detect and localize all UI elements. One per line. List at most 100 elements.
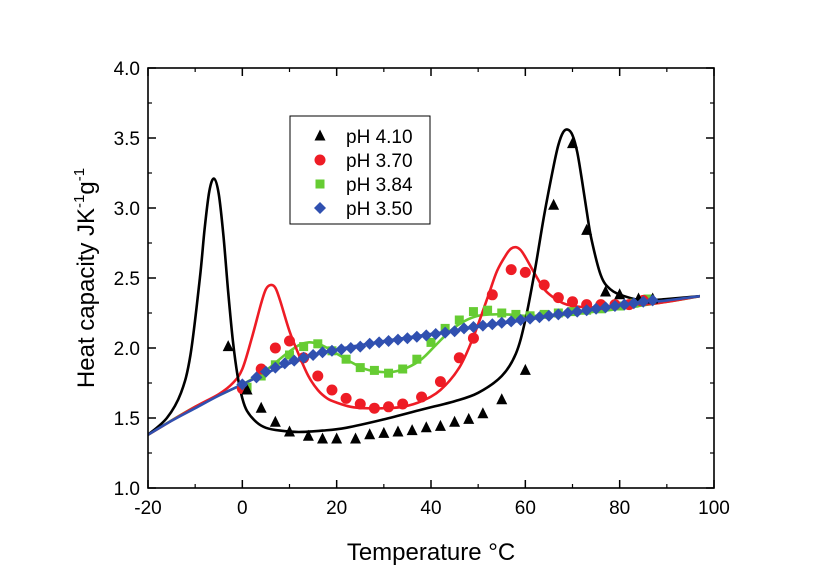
data-point-ph-3-84 (384, 368, 394, 378)
data-point-ph-4-10 (331, 432, 343, 444)
legend-label-ph-3-50: pH 3.50 (346, 199, 413, 220)
fit-curve-ph-3-70 (148, 245, 701, 436)
fit-curve-ph-4-10 (148, 128, 700, 436)
data-point-ph-3-84 (256, 371, 266, 381)
data-point-ph-3-50 (236, 378, 249, 391)
data-point-ph-3-50 (269, 361, 282, 374)
data-point-ph-3-50 (476, 319, 489, 332)
data-point-ph-4-10 (434, 419, 446, 431)
axis-ticks (147, 67, 715, 489)
plot-area-frame (147, 67, 715, 489)
data-point-ph-3-70 (397, 398, 409, 410)
legend-marker-ph-4-10 (314, 129, 326, 141)
data-point-ph-3-50 (410, 330, 423, 343)
data-point-ph-3-50 (514, 314, 527, 326)
data-point-ph-3-50 (571, 305, 584, 318)
data-point-ph-3-50 (316, 346, 329, 359)
legend-box (289, 115, 431, 225)
x-tick-label: 0 (237, 498, 248, 519)
data-point-ph-3-84 (426, 337, 436, 347)
data-point-ph-4-10 (449, 415, 461, 427)
data-point-ph-4-10 (463, 412, 475, 424)
data-point-ph-4-10 (477, 407, 489, 419)
data-point-ph-3-50 (627, 297, 640, 310)
data-point-ph-3-70 (467, 332, 479, 344)
x-tick-label: 80 (609, 498, 630, 519)
data-point-ph-4-10 (614, 288, 626, 300)
data-point-ph-3-50 (307, 349, 320, 361)
data-point-ph-3-50 (486, 318, 499, 331)
data-point-ph-4-10 (600, 285, 612, 297)
data-point-ph-3-70 (340, 392, 352, 404)
data-point-ph-3-50 (467, 321, 480, 333)
x-tick-label: -20 (134, 498, 161, 519)
data-point-ph-4-10 (519, 363, 531, 375)
data-point-ph-3-50 (439, 326, 452, 339)
data-point-ph-3-50 (458, 322, 471, 335)
data-point-ph-3-84 (511, 309, 521, 319)
data-point-ph-3-50 (344, 342, 357, 354)
data-point-ph-3-50 (637, 295, 650, 308)
data-point-ph-3-70 (416, 391, 428, 403)
data-point-ph-3-50 (420, 329, 433, 342)
data-point-ph-3-50 (391, 333, 404, 346)
data-point-ph-3-50 (325, 344, 338, 357)
data-point-ph-3-70 (269, 342, 281, 354)
x-tick-label: 100 (698, 498, 730, 519)
data-point-ph-3-84 (468, 307, 478, 317)
data-point-ph-4-10 (567, 137, 578, 149)
data-point-ph-3-70 (326, 384, 338, 396)
data-point-ph-3-50 (373, 336, 386, 349)
data-point-ph-4-10 (241, 383, 253, 395)
data-point-ph-4-10 (378, 426, 390, 438)
data-point-ph-4-10 (222, 340, 234, 352)
data-point-ph-3-50 (259, 365, 272, 378)
data-point-ph-3-84 (285, 350, 294, 360)
data-point-ph-3-50 (599, 301, 612, 314)
y-tick-label: 1.5 (114, 409, 140, 430)
data-point-ph-4-10 (420, 421, 432, 433)
data-point-ph-3-50 (429, 328, 442, 340)
data-point-ph-3-70 (505, 264, 517, 276)
data-point-ph-3-84 (497, 308, 507, 318)
data-point-ph-3-50 (533, 311, 546, 324)
data-point-ph-3-50 (448, 325, 461, 338)
data-point-ph-3-50 (495, 316, 508, 329)
data-point-ph-3-50 (278, 357, 291, 370)
data-point-ph-3-50 (524, 312, 537, 325)
data-point-ph-4-10 (392, 425, 404, 437)
y-tick-label: 1.0 (114, 479, 140, 500)
data-point-ph-4-10 (548, 198, 560, 210)
data-point-ph-3-70 (312, 370, 324, 382)
y-tick-label: 2.0 (114, 339, 140, 360)
y-axis-label: Heat capacity JK-1g-1 (71, 168, 100, 388)
data-point-ph-4-10 (269, 415, 281, 427)
data-point-ph-3-50 (646, 294, 659, 307)
data-point-ph-4-10 (284, 425, 295, 437)
data-point-ph-3-70 (453, 352, 465, 364)
data-point-ph-3-84 (398, 364, 408, 374)
data-point-ph-4-10 (302, 429, 314, 441)
data-point-ph-3-50 (542, 309, 555, 322)
data-point-ph-3-70 (519, 266, 531, 278)
data-point-ph-3-50 (561, 307, 574, 319)
legend-marker-ph-3-50 (314, 202, 326, 214)
y-tick-label: 2.5 (114, 269, 140, 290)
data-point-ph-3-84 (369, 365, 379, 375)
data-point-ph-3-50 (401, 332, 414, 345)
data-point-ph-3-50 (552, 308, 565, 321)
y-tick-label: 4.0 (114, 59, 140, 80)
data-point-ph-3-70 (552, 292, 564, 304)
data-point-ph-3-70 (486, 289, 498, 301)
data-point-ph-3-50 (297, 351, 310, 364)
x-axis-label: Temperature °C (347, 539, 515, 566)
legend-label-ph-3-84: pH 3.84 (346, 175, 413, 196)
x-tick-label: 20 (326, 498, 347, 519)
data-point-ph-3-84 (483, 305, 493, 315)
data-point-ph-4-10 (255, 401, 267, 413)
data-point-ph-3-50 (608, 300, 621, 312)
data-point-ph-3-84 (539, 309, 549, 319)
data-point-ph-3-70 (538, 279, 550, 291)
data-point-ph-3-50 (354, 340, 367, 353)
